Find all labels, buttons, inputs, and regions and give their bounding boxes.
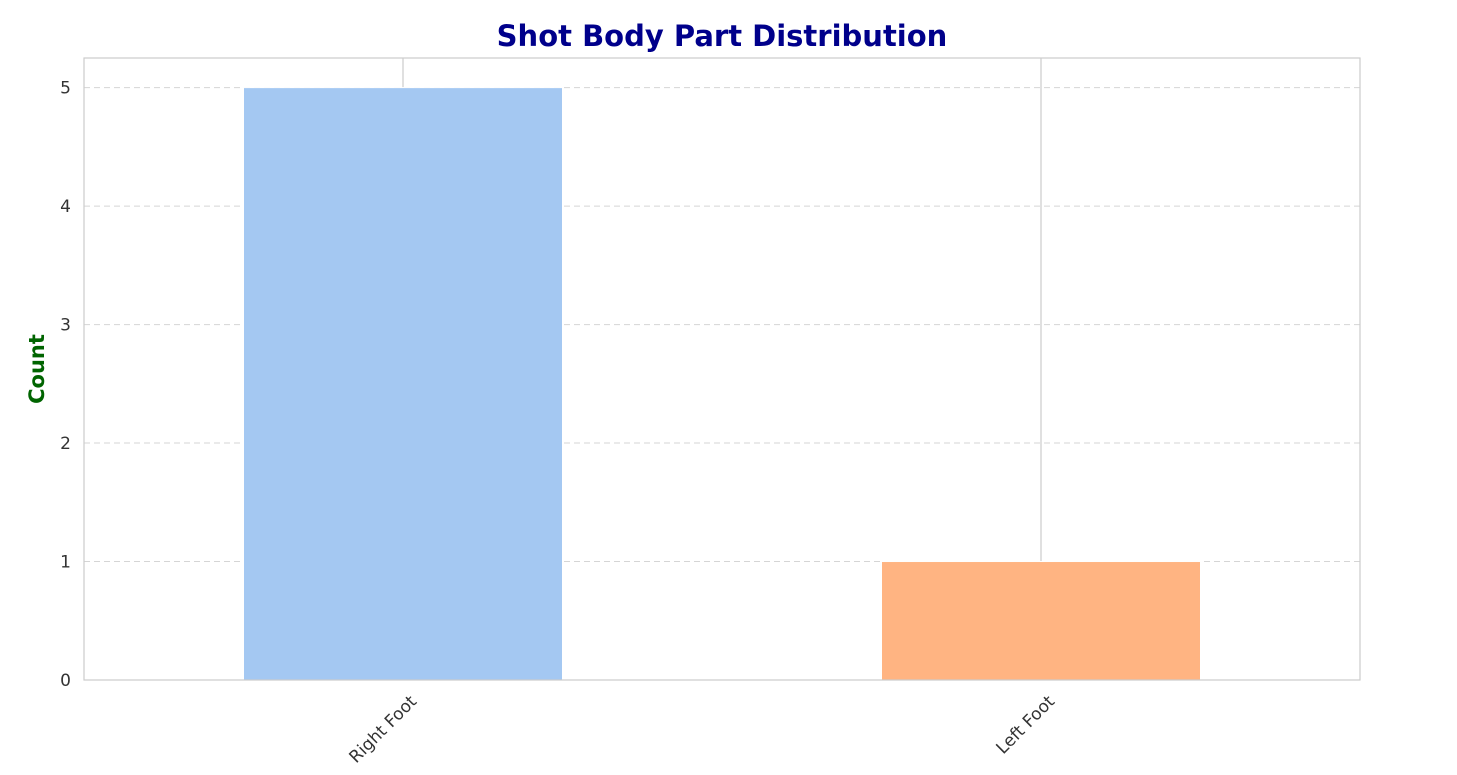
bar-right-foot: [243, 87, 563, 681]
y-axis-label: Count: [25, 334, 49, 404]
y-tick-label: 1: [60, 553, 71, 573]
x-tick-label: Left Foot: [993, 692, 1060, 759]
y-tick-label: 5: [60, 79, 71, 99]
y-tick-labels: 0 1 2 3 4 5: [60, 79, 71, 691]
bars: [243, 87, 1201, 681]
y-tick-label: 2: [60, 434, 71, 454]
plot-frame: [83, 57, 1361, 681]
x-tick-labels: Right Foot Left Foot: [345, 692, 1059, 768]
y-tick-label: 3: [60, 316, 71, 336]
x-tick-label: Right Foot: [345, 692, 421, 768]
bar-left-foot: [881, 561, 1201, 681]
chart-title: Shot Body Part Distribution: [497, 19, 948, 53]
y-tick-label: 4: [60, 197, 71, 217]
y-tick-label: 0: [60, 671, 71, 691]
